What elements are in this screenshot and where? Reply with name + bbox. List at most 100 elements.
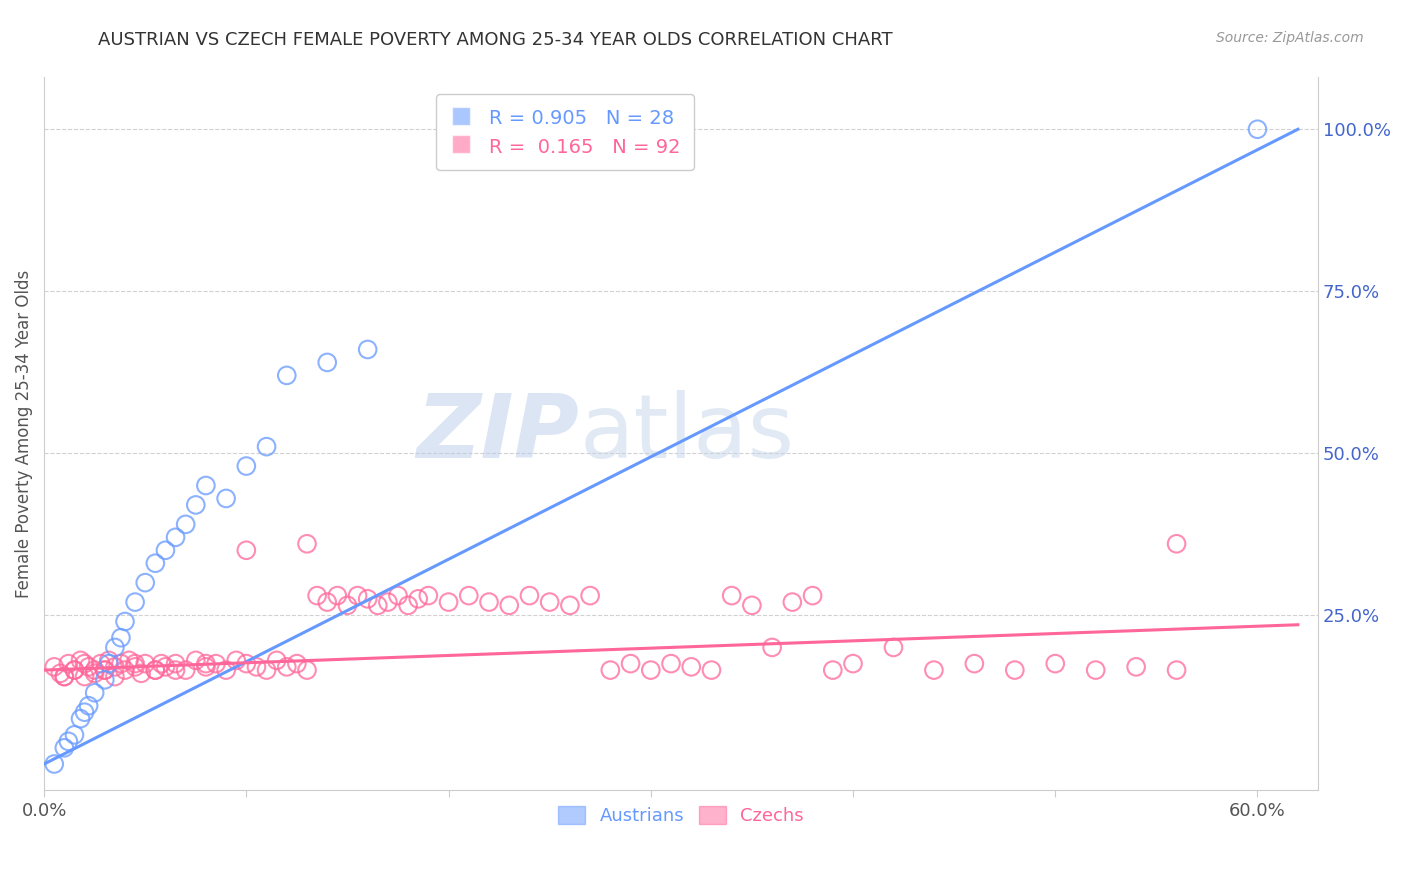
- Point: [235, 657, 257, 671]
- Point: [44, 660, 66, 674]
- Point: [1166, 537, 1188, 551]
- Point: [69, 712, 91, 726]
- Point: [1004, 663, 1026, 677]
- Point: [882, 640, 904, 655]
- Point: [174, 663, 197, 677]
- Point: [316, 355, 339, 369]
- Text: ZIP: ZIP: [416, 390, 579, 477]
- Legend: Austrians, Czechs: Austrians, Czechs: [550, 797, 813, 834]
- Point: [184, 653, 207, 667]
- Point: [143, 663, 166, 677]
- Point: [194, 478, 217, 492]
- Point: [63, 663, 86, 677]
- Point: [94, 663, 117, 677]
- Point: [1084, 663, 1107, 677]
- Point: [53, 669, 76, 683]
- Point: [457, 589, 479, 603]
- Point: [295, 537, 318, 551]
- Point: [124, 657, 146, 671]
- Point: [215, 663, 238, 677]
- Point: [104, 640, 127, 655]
- Text: AUSTRIAN VS CZECH FEMALE POVERTY AMONG 25-34 YEAR OLDS CORRELATION CHART: AUSTRIAN VS CZECH FEMALE POVERTY AMONG 2…: [98, 31, 893, 49]
- Point: [83, 666, 105, 681]
- Point: [194, 657, 217, 671]
- Point: [129, 666, 152, 681]
- Point: [377, 595, 399, 609]
- Point: [640, 663, 662, 677]
- Point: [83, 663, 105, 677]
- Point: [143, 663, 166, 677]
- Point: [97, 657, 120, 671]
- Point: [336, 599, 359, 613]
- Point: [44, 757, 66, 772]
- Point: [143, 556, 166, 570]
- Point: [155, 660, 177, 674]
- Point: [53, 669, 76, 683]
- Point: [326, 589, 349, 603]
- Point: [922, 663, 945, 677]
- Point: [110, 631, 132, 645]
- Point: [720, 589, 742, 603]
- Point: [110, 657, 132, 671]
- Point: [114, 663, 136, 677]
- Point: [406, 591, 429, 606]
- Point: [94, 673, 117, 687]
- Point: [245, 660, 267, 674]
- Point: [266, 653, 288, 667]
- Point: [58, 657, 80, 671]
- Point: [700, 663, 723, 677]
- Point: [396, 599, 419, 613]
- Point: [437, 595, 460, 609]
- Point: [114, 615, 136, 629]
- Point: [97, 653, 120, 667]
- Point: [659, 657, 682, 671]
- Point: [367, 599, 389, 613]
- Point: [741, 599, 763, 613]
- Text: Source: ZipAtlas.com: Source: ZipAtlas.com: [1216, 31, 1364, 45]
- Point: [235, 458, 257, 473]
- Point: [104, 660, 127, 674]
- Point: [276, 368, 298, 383]
- Text: atlas: atlas: [579, 390, 794, 477]
- Point: [77, 660, 100, 674]
- Point: [519, 589, 541, 603]
- Point: [205, 657, 228, 671]
- Point: [418, 589, 440, 603]
- Point: [558, 599, 581, 613]
- Point: [134, 575, 156, 590]
- Point: [498, 599, 520, 613]
- Point: [619, 657, 641, 671]
- Point: [538, 595, 561, 609]
- Point: [124, 660, 146, 674]
- Point: [1246, 122, 1268, 136]
- Point: [104, 669, 127, 683]
- Point: [346, 589, 368, 603]
- Point: [1045, 657, 1067, 671]
- Point: [83, 686, 105, 700]
- Point: [842, 657, 865, 671]
- Point: [63, 728, 86, 742]
- Point: [285, 657, 308, 671]
- Point: [58, 734, 80, 748]
- Point: [256, 440, 278, 454]
- Point: [387, 589, 409, 603]
- Point: [579, 589, 602, 603]
- Point: [155, 543, 177, 558]
- Point: [782, 595, 804, 609]
- Point: [599, 663, 621, 677]
- Point: [73, 657, 96, 671]
- Point: [963, 657, 986, 671]
- Point: [681, 660, 703, 674]
- Point: [357, 343, 380, 357]
- Y-axis label: Female Poverty Among 25-34 Year Olds: Female Poverty Among 25-34 Year Olds: [15, 269, 32, 598]
- Point: [184, 498, 207, 512]
- Point: [1125, 660, 1147, 674]
- Point: [357, 591, 380, 606]
- Point: [215, 491, 238, 506]
- Point: [73, 669, 96, 683]
- Point: [225, 653, 247, 667]
- Point: [235, 543, 257, 558]
- Point: [295, 663, 318, 677]
- Point: [73, 705, 96, 719]
- Point: [174, 517, 197, 532]
